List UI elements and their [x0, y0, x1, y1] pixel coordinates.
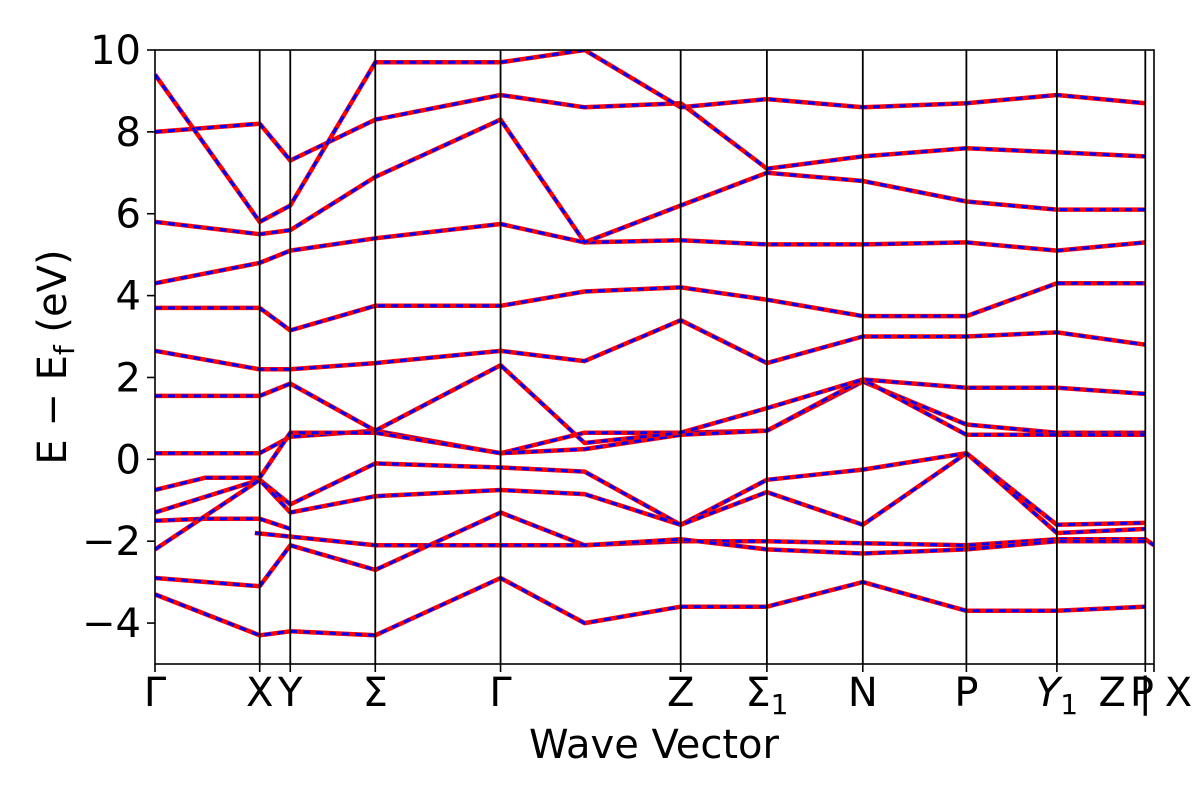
- band-5-blue: [155, 511, 1146, 588]
- y-axis-ticks: −4 −2 0 2 4 6 8 10: [82, 28, 155, 647]
- x-tick-label: P: [954, 670, 978, 716]
- band-7-blue: [155, 363, 1146, 445]
- x-tick-label: Z | X: [1098, 670, 1192, 716]
- x-tick-label: X: [246, 670, 273, 716]
- x-tick-label: Z: [667, 670, 694, 716]
- high-symmetry-lines: [258, 50, 1147, 664]
- y-tick-label: −2: [82, 519, 141, 565]
- y-tick-label: 6: [116, 192, 141, 238]
- band-12-red: [155, 92, 1146, 171]
- band-3-blue: [155, 451, 1146, 527]
- x-tick-label: Γ: [489, 670, 512, 716]
- y-tick-label: 10: [90, 28, 141, 74]
- band-13-red: [155, 50, 1146, 225]
- x-tick-label: Σ: [363, 670, 388, 716]
- band-10-blue: [155, 222, 1146, 285]
- band-6-red: [155, 575, 1146, 638]
- y-axis-title-tail: (eV): [30, 249, 76, 345]
- band-12-blue: [155, 93, 1146, 171]
- x-axis-title: Wave Vector: [529, 722, 780, 768]
- x-axis-ticks: Γ X Y Σ Γ Z Σ1 N P Y1 Z | XP: [144, 664, 1192, 721]
- band-6-blue: [155, 576, 1146, 637]
- y-tick-label: 4: [116, 274, 141, 320]
- x-tick-label: N: [848, 670, 878, 716]
- band-4-blue: [155, 451, 1146, 551]
- y-axis-title-main: E − E: [30, 355, 76, 465]
- x-tick-label: Y: [277, 670, 303, 716]
- y-tick-label: 2: [116, 355, 141, 401]
- x-tick-label: Y1: [1036, 670, 1078, 721]
- y-tick-label: −4: [82, 601, 141, 647]
- y-tick-label: 0: [116, 437, 141, 483]
- x-tick-label: Γ: [144, 670, 167, 716]
- band-8-blue: [155, 318, 1146, 371]
- band-13-blue: [155, 50, 1146, 224]
- plot-frame: [154, 49, 1155, 665]
- x-tick-label: Σ1: [745, 670, 788, 721]
- band-9-red: [155, 281, 1146, 333]
- band-10-red: [155, 221, 1146, 286]
- band-11-blue: [155, 118, 1146, 244]
- y-tick-label: 8: [116, 110, 141, 156]
- band-9-blue: [155, 281, 1146, 332]
- y-axis-title-sub: f: [48, 344, 81, 355]
- band-lines: [155, 50, 1154, 638]
- band-4-red: [155, 450, 1146, 552]
- x-tick-label: P: [1130, 670, 1154, 716]
- y-axis-title: E − Ef (eV): [30, 249, 81, 464]
